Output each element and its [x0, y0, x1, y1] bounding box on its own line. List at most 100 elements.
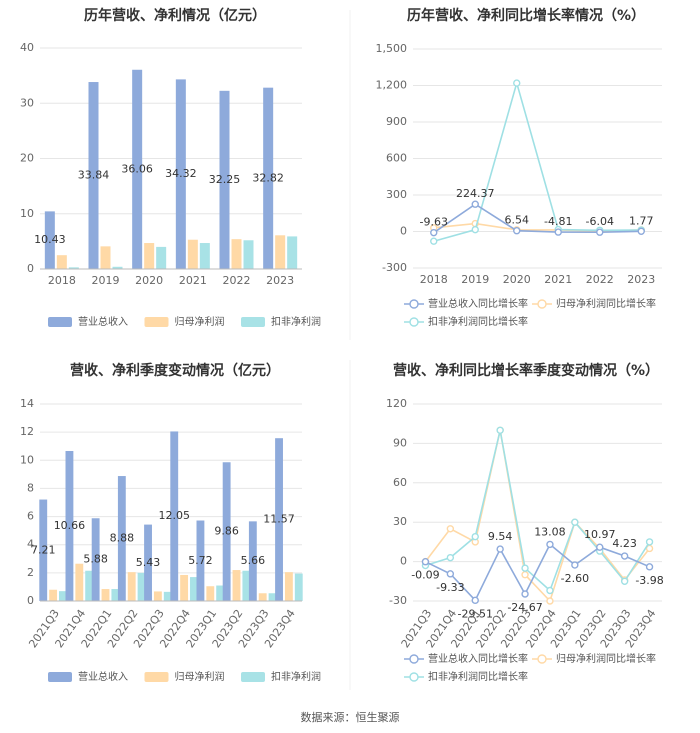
bar: [175, 79, 186, 269]
data-label: 5.88: [83, 553, 108, 566]
chart-title: 历年营收、净利同比增长率情况（%）: [407, 7, 645, 24]
data-label: 7.21: [31, 543, 56, 556]
data-point: [496, 426, 504, 434]
data-point: [596, 543, 604, 551]
legend-marker: [409, 672, 419, 682]
bar-chart-0: 历年营收、净利情况（亿元） 0 10 20 30 40 10.43 33.84 36.06 34.…: [20, 7, 321, 328]
bar: [112, 266, 123, 269]
bar: [219, 90, 230, 269]
data-label: -0.09: [411, 569, 439, 582]
data-point: [571, 561, 579, 569]
data-point: [546, 597, 554, 605]
data-label: 6.54: [505, 214, 530, 227]
bar: [127, 572, 136, 601]
data-point: [446, 570, 455, 578]
data-point: [620, 552, 629, 560]
legend-swatch: [241, 317, 265, 327]
x-tick-label: 2020: [503, 273, 531, 286]
data-label: 32.82: [252, 171, 284, 184]
legend-label: 营业总收入: [78, 670, 128, 683]
bar: [170, 431, 179, 601]
bar: [132, 69, 143, 270]
bar: [137, 572, 146, 601]
y-tick-label: 0: [400, 225, 407, 238]
bar: [263, 87, 274, 270]
data-label: 5.66: [241, 554, 266, 567]
legend-marker: [409, 317, 419, 327]
x-tick-label: 2021: [544, 273, 572, 286]
y-tick-label: 0: [400, 555, 407, 568]
bar: [88, 82, 99, 269]
data-label: 9.54: [488, 530, 513, 543]
bar: [65, 450, 74, 601]
legend-label: 归母净利润同比增长率: [556, 297, 656, 310]
data-point: [521, 571, 529, 579]
data-label: 11.57: [263, 513, 295, 526]
data-point: [546, 586, 554, 595]
y-tick-label: 900: [386, 115, 407, 128]
bar: [101, 589, 110, 601]
data-point: [521, 590, 529, 598]
data-label: 10.97: [584, 528, 616, 541]
y-tick-label: 12: [20, 425, 34, 438]
data-label: 10.43: [34, 233, 66, 246]
legend-label: 营业总收入: [78, 315, 128, 328]
data-source-note: 数据来源：恒生聚源: [300, 711, 400, 724]
y-tick-label: -300: [382, 261, 407, 274]
bar: [91, 518, 100, 601]
data-point: [521, 564, 529, 572]
chart-title: 历年营收、净利情况（亿元）: [84, 7, 266, 24]
data-label: -3.98: [635, 574, 663, 587]
x-tick-label: 2018: [48, 274, 76, 287]
data-label: 1.77: [629, 214, 654, 227]
data-label: 4.23: [612, 537, 637, 550]
data-label: 36.06: [121, 162, 153, 175]
y-tick-label: 0: [27, 594, 34, 607]
data-label: 13.08: [534, 525, 566, 538]
bar: [284, 572, 293, 601]
y-tick-label: 1,200: [376, 79, 408, 92]
data-point: [471, 200, 479, 208]
x-tick-label: 2021: [179, 274, 207, 287]
bar: [187, 239, 198, 269]
legend: 营业总收入 归母净利润 扣非净利润: [48, 315, 321, 328]
data-point: [471, 532, 479, 541]
bar: [196, 520, 205, 601]
data-point: [554, 228, 562, 236]
y-tick-label: 600: [386, 152, 407, 165]
legend-label: 归母净利润: [175, 670, 225, 683]
data-point: [471, 596, 479, 605]
x-tick-label: 2023: [627, 273, 655, 286]
bar: [59, 591, 67, 601]
y-tick-label: 14: [20, 397, 34, 410]
y-tick-label: 30: [393, 515, 407, 528]
bar: [100, 246, 111, 269]
data-point: [430, 237, 438, 245]
bar-chart-2: 营收、净利季度变动情况（亿元） 0 2 4 6 8 10 12 14 7.21 10.66 5.888…: [20, 362, 321, 683]
legend-label: 扣非净利润同比增长率: [428, 670, 528, 683]
bar: [117, 476, 126, 601]
data-label: 34.32: [165, 167, 197, 180]
y-tick-label: 10: [20, 453, 34, 466]
legend-label: 扣非净利润: [271, 670, 321, 683]
y-tick-label: 4: [27, 538, 34, 551]
data-label: -9.63: [420, 216, 448, 229]
y-tick-label: 120: [386, 397, 407, 410]
bar: [49, 589, 58, 601]
legend-label: 扣非净利润同比增长率: [428, 315, 528, 328]
y-tick-label: 10: [20, 207, 34, 220]
data-label: 224.37: [456, 187, 495, 200]
chart-title: 营收、净利同比增长率季度变动情况（%）: [393, 362, 659, 379]
x-tick-label: 2022: [586, 273, 614, 286]
y-tick-label: 6: [27, 510, 34, 523]
legend-label: 营业总收入同比增长率: [428, 652, 528, 665]
y-tick-label: 1,500: [376, 42, 408, 55]
bar: [144, 524, 152, 601]
bar: [275, 235, 286, 269]
bar: [216, 585, 225, 601]
bar: [231, 239, 242, 269]
legend-marker: [409, 654, 419, 664]
series-line: [433, 80, 642, 243]
bar: [111, 589, 120, 601]
